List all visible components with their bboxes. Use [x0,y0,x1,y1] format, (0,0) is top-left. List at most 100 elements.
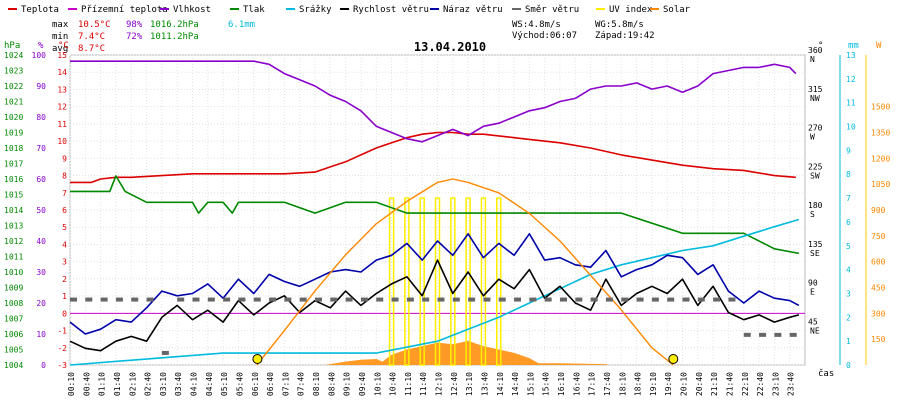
direction-point [636,297,644,302]
solar-tick: 1200 [871,154,890,163]
direction-point [774,332,782,337]
solar-tick: 1500 [871,103,890,112]
stat-min-press: 1011.2hPa [150,32,199,42]
direction-point [253,297,261,302]
pressure-tick: 1013 [4,222,23,231]
temperature-tick: 5 [62,223,67,232]
uv-bar [450,197,456,366]
direction-point [468,297,476,302]
pressure-tick: 1009 [4,284,23,293]
direction-point [483,297,491,302]
time-tick: 12:40 [450,372,459,396]
series-tlak [70,175,800,255]
chart-title: 13.04.2010 [414,40,486,54]
grid [69,54,806,366]
direction-point [590,297,598,302]
direction-point [284,297,292,302]
time-tick: 17:40 [603,372,612,396]
mm-tick: 2 [846,313,851,322]
time-tick: 00:40 [82,372,91,396]
time-tick: 20:10 [680,372,689,396]
sun-marker [668,354,679,364]
direction-point [697,297,705,302]
humidity-tick: 100 [32,51,47,60]
direction-point [789,332,797,337]
mm-tick: 12 [846,75,856,84]
pressure-tick: 1004 [4,361,23,370]
time-tick: 23:40 [787,372,796,396]
humidity-tick: 10 [36,330,46,339]
series-teplota [70,131,796,184]
stat-max-press: 1016.2hPa [150,20,199,30]
legend-label: UV index [609,5,653,15]
direction-point [682,297,690,302]
series-rychlost-v-tru [69,259,800,352]
sun-marker [252,354,263,364]
direction-point [70,297,77,302]
stat-min-hum: 72% [126,32,143,42]
direction-tick: 360 [808,46,823,55]
sunset-time: Západ:19:42 [595,31,655,41]
humidity-tick: 70 [36,144,46,153]
direction-tick-label: S [810,210,815,219]
direction-point [498,297,506,302]
time-tick: 13:40 [480,372,489,396]
direction-point [115,297,123,302]
wind-speed-avg: WS:4.8m/s [512,20,561,30]
stats-block: max 10.5°C 98% 1016.2hPa 6.1mm min 7.4°C… [52,20,255,54]
pressure-tick: 1015 [4,191,23,200]
temperature-tick: 15 [57,51,67,60]
pressure-tick: 1011 [4,253,23,262]
wind-info: WS:4.8m/s WG:5.8m/s Východ:06:07 Západ:1… [512,20,655,41]
direction-tick: 270 [808,124,823,133]
mm-tick: 3 [846,289,851,298]
direction-point [605,297,613,302]
solar-tick: 1050 [871,180,890,189]
unit-hpa: hPa [4,41,20,51]
direction-tick: 135 [808,240,823,249]
humidity-tick: 80 [36,113,46,122]
series-n-raz-v-tru [69,233,800,335]
time-tick: 11:40 [419,372,428,396]
time-tick: 15:40 [542,372,551,396]
time-tick: 14:40 [511,372,520,396]
direction-tick: 45 [808,317,818,326]
pressure-tick: 1024 [4,51,23,60]
unit-mm: mm [848,41,859,51]
time-tick: 04:40 [205,372,214,396]
mm-tick: 4 [846,266,851,275]
temperature-tick: 10 [57,137,67,146]
legend-label: Solar [663,5,691,15]
direction-point [437,297,445,302]
time-tick: 14:10 [496,372,505,396]
time-tick: 03:40 [174,372,183,396]
legend-label: Směr větru [525,5,579,15]
direction-point [667,297,675,302]
direction-point [315,297,322,302]
unit-wm2: W [876,41,882,51]
time-tick: 04:10 [190,372,199,396]
mm-tick: 5 [846,242,851,251]
uv-bar [434,197,441,366]
time-tick: 06:10 [251,372,260,396]
temperature-tick: 8 [62,172,67,181]
unit-direction: ° [818,41,823,51]
direction-point [422,297,430,302]
direction-point [514,297,522,302]
mm-tick: 7 [846,194,851,203]
temperature-tick: 1 [62,292,67,301]
pressure-tick: 1018 [4,144,23,153]
temperature-tick: -2 [57,344,67,353]
stat-min-label: min [52,32,68,42]
direction-point [360,297,368,302]
time-tick: 12:10 [435,372,444,396]
direction-point [192,297,200,302]
temperature-tick: -3 [57,361,67,370]
pressure-tick: 1016 [4,175,23,184]
legend-label: Náraz větru [443,5,503,15]
time-tick: 15:10 [526,372,535,396]
humidity-tick: 0 [41,361,46,370]
temperature-tick: 2 [62,275,67,284]
direction-tick-label: E [810,288,815,297]
axes: 1004100510061007100810091010101110121013… [4,46,890,396]
